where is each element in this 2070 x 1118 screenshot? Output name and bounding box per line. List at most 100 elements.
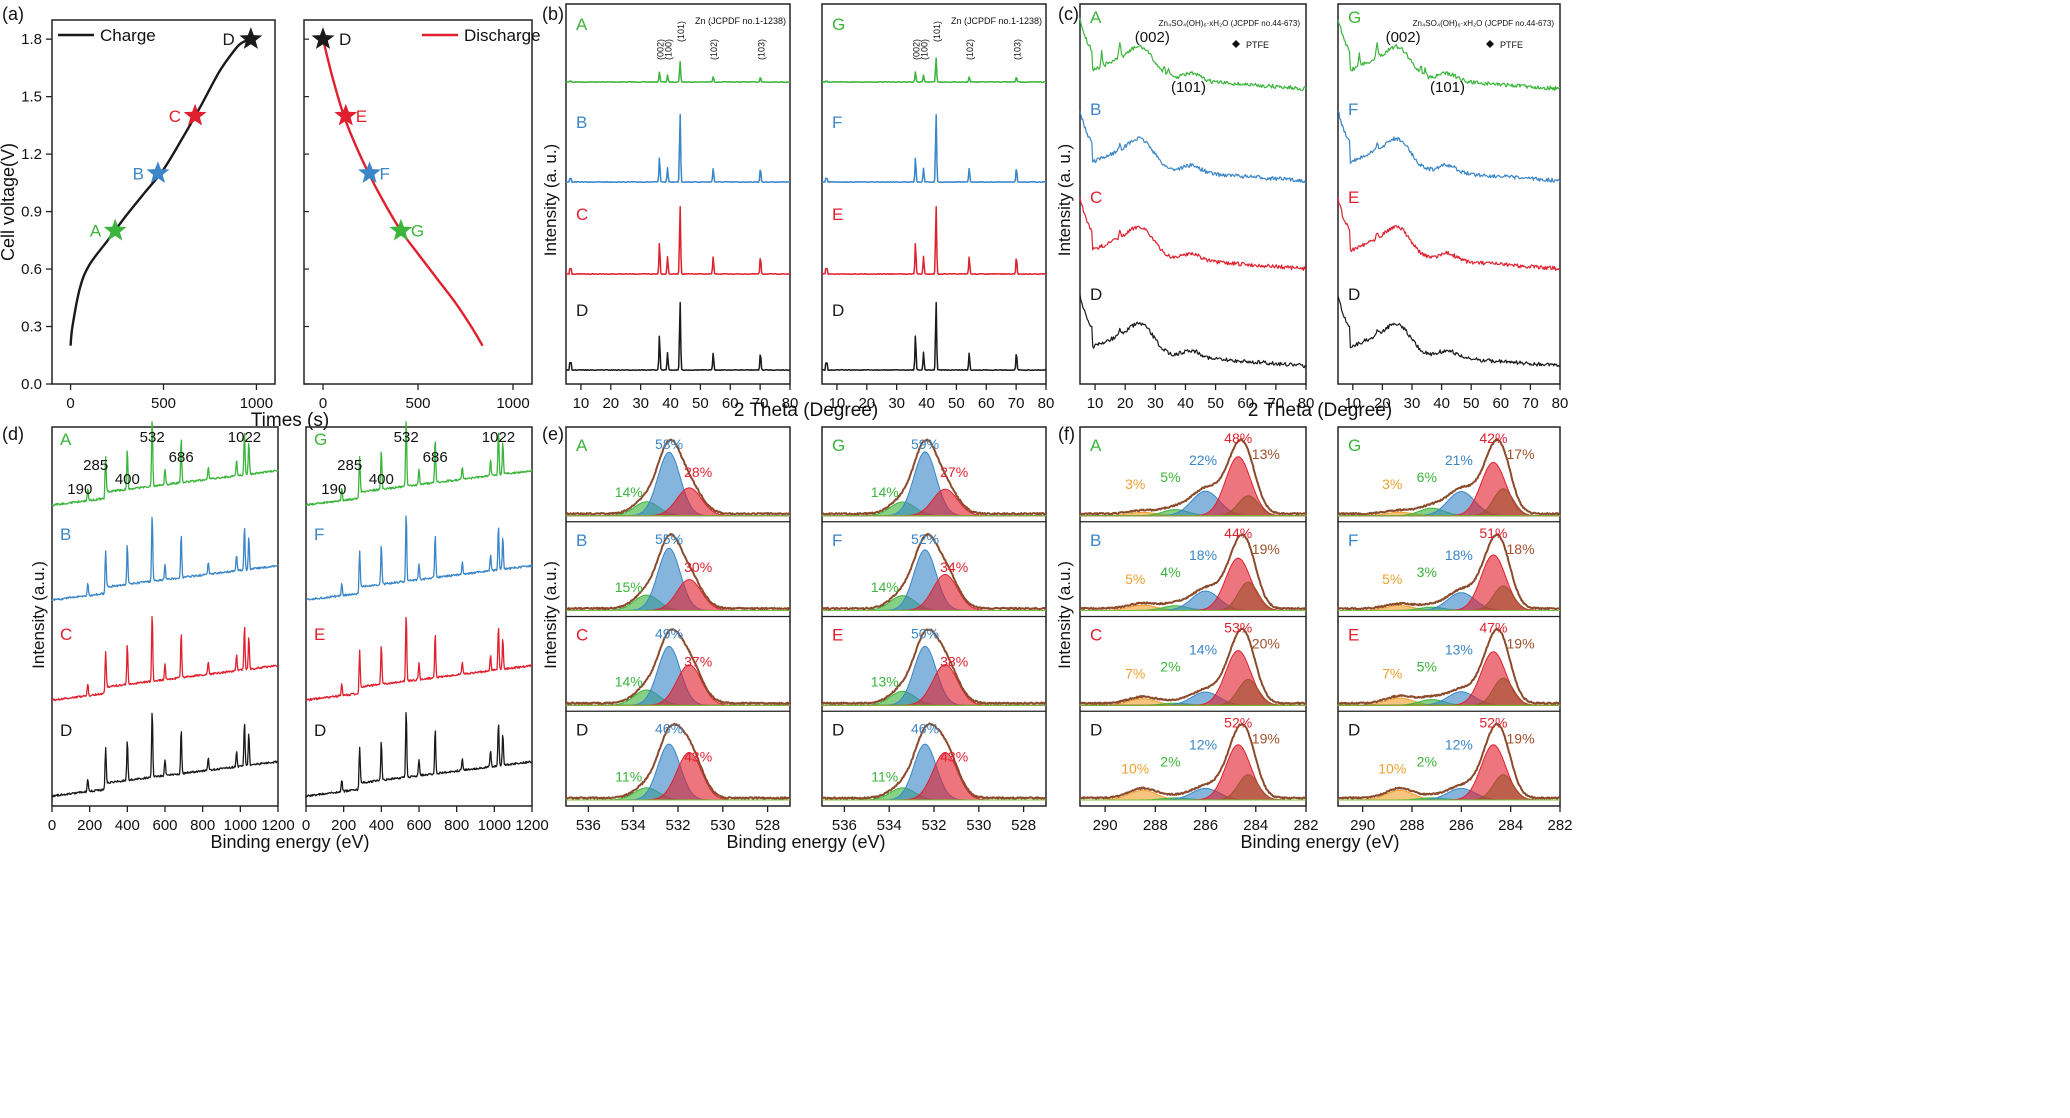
panel-b-xtick-label: 80 — [782, 395, 799, 412]
panel-f-pct-label: 5% — [1125, 571, 1145, 587]
panel-a-point-label: D — [223, 30, 235, 49]
panel-f-xtick-label: 284 — [1498, 817, 1523, 834]
panel-e-xtick-label: 530 — [710, 817, 735, 834]
ptfe-diamond-icon — [1486, 40, 1494, 48]
panel-f-xtick-label: 290 — [1093, 817, 1118, 834]
panel-b-xtick-label: 60 — [978, 395, 995, 412]
panel-a-xtick-label: 1000 — [496, 395, 529, 412]
panel-b-xtick-label: 30 — [632, 395, 649, 412]
panel-d-peak-name: 1022 — [482, 429, 515, 446]
panel-e-pct-label: 43% — [684, 748, 712, 764]
panel-f-row-label: F — [1348, 531, 1358, 550]
panel-c-xtick-label: 50 — [1207, 395, 1224, 412]
panel-e-row-label: F — [832, 531, 842, 550]
panel-f-row-label: G — [1348, 436, 1361, 455]
panel-f-xtick-label: 290 — [1350, 817, 1375, 834]
panel-d-trace-D — [51, 712, 279, 798]
panel-b-xtick-label: 50 — [948, 395, 965, 412]
panel-e-pct-label: 55% — [655, 531, 683, 547]
panel-a-xtick-label: 0 — [319, 395, 327, 412]
panel-c-trace-D — [1337, 296, 1561, 368]
panel-f-row-label: D — [1348, 720, 1360, 739]
panel-a-star-F — [358, 161, 381, 183]
panel-d-trace-label: D — [314, 721, 326, 740]
panel-d-trace-label: F — [314, 525, 324, 544]
panel-e-envelope — [821, 438, 1047, 516]
panel-a-xtick-label: 0 — [66, 395, 74, 412]
panel-f-pct-label: 17% — [1507, 446, 1535, 462]
panel-e-envelope — [565, 438, 791, 516]
panel-e-pct-label: 30% — [684, 559, 712, 575]
panel-e-row-label: D — [832, 720, 844, 739]
panel-f-xtick-label: 286 — [1193, 817, 1218, 834]
panel-a-point-label: F — [380, 164, 390, 183]
panel-b-ref-note: Zn (JCPDF no.1-1238) — [695, 16, 786, 26]
panel-e-xlabel: Binding energy (eV) — [726, 832, 885, 852]
panel-a-ytick-label: 1.5 — [21, 89, 42, 106]
panel-e-xtick-label: 536 — [576, 817, 601, 834]
panel-f-pct-label: 51% — [1479, 525, 1507, 541]
panel-f-ylabel: Intensity (a.u.) — [1055, 561, 1074, 669]
panel-f-pct-label: 10% — [1378, 760, 1406, 776]
panel-b-frame — [821, 3, 1047, 385]
panel-d-peak-name: 190 — [67, 481, 92, 498]
panel-b-ref-note: Zn (JCPDF no.1-1238) — [951, 16, 1042, 26]
panel-d-peak-name: 686 — [423, 449, 448, 466]
ptfe-diamond-icon — [1232, 40, 1240, 48]
panel-c-trace-B — [1079, 111, 1306, 184]
panel-e-pct-label: 38% — [940, 654, 968, 670]
panel-a-curve — [321, 38, 484, 347]
panel-d-xtick-label: 800 — [444, 817, 469, 834]
panel-d-xtick-label: 600 — [406, 817, 431, 834]
panel-e-pct-label: 59% — [911, 436, 939, 452]
panel-d-xtick-label: 0 — [48, 817, 56, 834]
panel-b-trace-D — [821, 301, 1047, 372]
panel-f-pct-label: 2% — [1160, 659, 1180, 675]
panel-b-peak-label: (103) — [1012, 39, 1022, 60]
panel-f-pct-label: 19% — [1507, 636, 1535, 652]
panel-a-point-label: C — [169, 107, 181, 126]
panel-f-envelope — [1079, 723, 1307, 800]
panel-f-pct-label: 3% — [1382, 476, 1402, 492]
panel-f-xtick-label: 284 — [1243, 817, 1268, 834]
panel-a-star-B — [146, 161, 170, 183]
panel-a-ytick-label: 0.3 — [21, 319, 42, 336]
panel-f-pct-label: 7% — [1125, 666, 1145, 682]
panel-d-ylabel: Intensity (a.u.) — [29, 561, 48, 669]
panel-c-trace-C — [1079, 197, 1307, 271]
panel-d-peak-name: 1022 — [228, 429, 261, 446]
panel-a-ytick-label: 1.2 — [21, 146, 42, 163]
panel-b-trace-C — [565, 205, 791, 276]
panel-e-pct-label: 34% — [940, 559, 968, 575]
panel-d-trace-C — [51, 616, 279, 702]
panel-f-pct-label: 42% — [1479, 430, 1507, 446]
panel-e-label: (e) — [542, 424, 564, 444]
panel-c-xtick-label: 40 — [1433, 395, 1450, 412]
panel-d-trace-label: A — [60, 430, 72, 449]
panel-d-xtick-label: 200 — [331, 817, 356, 834]
panel-c-legend-ptfe: PTFE — [1246, 40, 1269, 50]
panel-d-trace-G — [305, 421, 533, 507]
panel-a-curve — [69, 38, 252, 346]
panel-d-trace-D — [305, 711, 533, 798]
panel-f-pct-label: 48% — [1224, 430, 1252, 446]
panel-b-peak-label: (100) — [664, 39, 674, 60]
panel-b-trace-label: F — [832, 113, 842, 132]
panel-d-trace-label: B — [60, 525, 71, 544]
panel-b-trace-E — [821, 206, 1047, 276]
panel-e-pct-label: 14% — [871, 579, 899, 595]
panel-f-pct-label: 3% — [1417, 564, 1437, 580]
panel-c-trace-F — [1337, 110, 1561, 183]
panel-b-ylabel: Intensity (a. u.) — [541, 144, 560, 256]
panel-f-pct-label: 7% — [1382, 666, 1402, 682]
panel-f-pct-label: 18% — [1445, 547, 1473, 563]
panel-c-xtick-label: 80 — [1298, 395, 1315, 412]
panel-a-frame — [51, 19, 276, 385]
panel-c-trace-D — [1079, 294, 1307, 369]
panel-d-xtick-label: 1200 — [515, 817, 548, 834]
panel-c-trace-label: B — [1090, 100, 1101, 119]
panel-d-xlabel: Binding energy (eV) — [210, 832, 369, 852]
panel-b-trace-G — [821, 57, 1047, 84]
panel-a-xtick-label: 500 — [405, 395, 430, 412]
panel-b-trace-label: B — [576, 113, 587, 132]
